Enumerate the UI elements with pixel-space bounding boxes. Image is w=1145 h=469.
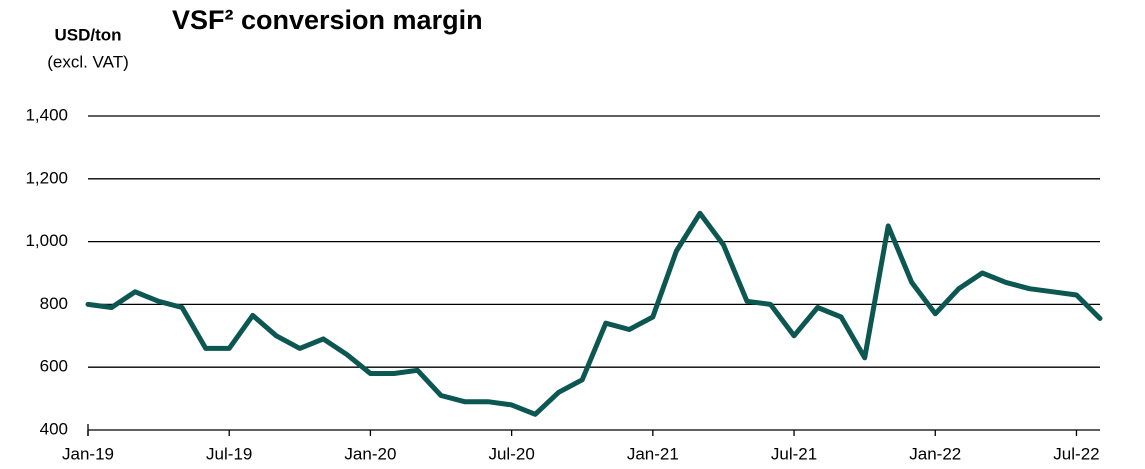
x-tick-label: Jan-21: [627, 444, 679, 463]
x-tick-label: Jul-20: [488, 444, 534, 463]
y-tick-label: 800: [40, 294, 68, 313]
x-tick-label: Jul-19: [206, 444, 252, 463]
x-tick-label: Jul-22: [1053, 444, 1099, 463]
y-axis-label: USD/ton: [54, 25, 121, 44]
y-tick-label: 1,400: [25, 105, 68, 124]
y-tick-label: 1,200: [25, 168, 68, 187]
x-tick-label: Jul-21: [771, 444, 817, 463]
y-axis-sublabel: (excl. VAT): [47, 52, 129, 71]
x-tick-label: Jan-22: [909, 444, 961, 463]
y-tick-label: 1,000: [25, 231, 68, 250]
data-line: [85, 210, 1103, 417]
x-tick-label: Jan-20: [344, 444, 396, 463]
y-tick-label: 600: [40, 357, 68, 376]
y-tick-label: 400: [40, 419, 68, 438]
x-tick-label: Jan-19: [62, 444, 114, 463]
chart-title: VSF² conversion margin: [172, 5, 483, 35]
